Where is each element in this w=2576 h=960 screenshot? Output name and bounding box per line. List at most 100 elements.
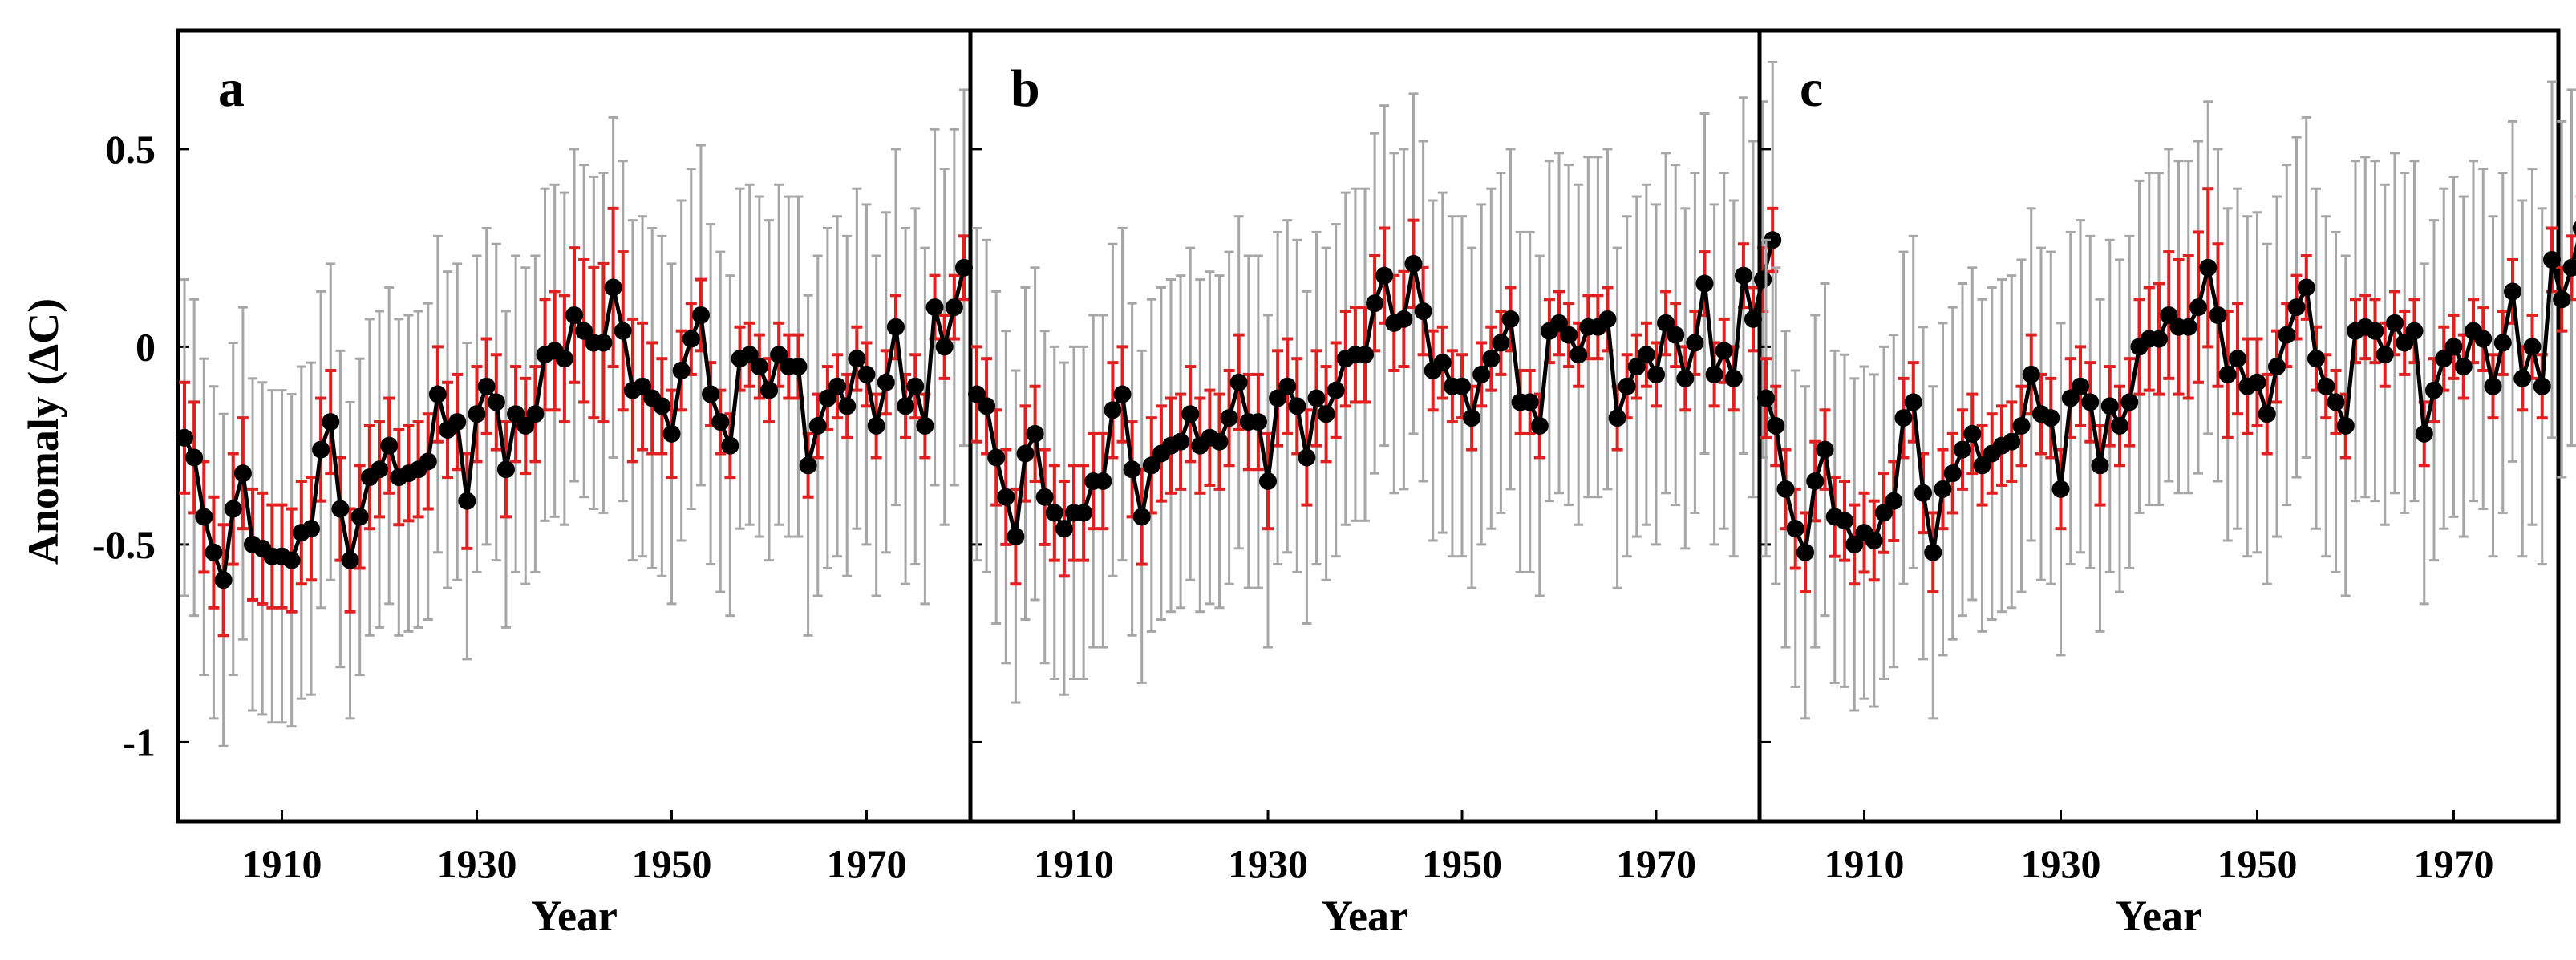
x-tick-label: 1970 [827, 841, 907, 886]
data-point [2081, 393, 2100, 411]
data-point [1395, 310, 1413, 328]
data-point [1676, 369, 1695, 387]
data-point [1764, 231, 1782, 249]
data-point [1904, 393, 1922, 411]
data-point [2287, 298, 2306, 317]
data-point [1836, 512, 1853, 530]
data-point [2100, 397, 2119, 415]
data-point [516, 417, 535, 435]
data-point [1776, 480, 1795, 498]
y-tick-label: 0.5 [106, 127, 156, 172]
data-point [1724, 369, 1743, 387]
data-point [2317, 377, 2335, 395]
data-point [507, 405, 525, 423]
data-point [2120, 393, 2139, 411]
data-point [1963, 424, 1982, 443]
data-point [2386, 314, 2404, 332]
data-point [1472, 365, 1491, 383]
data-point [371, 460, 388, 479]
x-tick-label: 1950 [2218, 841, 2298, 886]
data-point [1366, 294, 1384, 313]
panel-label: a [218, 59, 245, 118]
x-axis-title: Year [1322, 892, 1408, 940]
data-point [935, 338, 954, 356]
data-point [2484, 377, 2502, 395]
data-point [526, 405, 545, 423]
panel-a: 1910 1930 1950 1970 Year 0.5 0 -0.5 -1 a [92, 28, 973, 940]
data-point [2179, 318, 2197, 336]
y-tick-label: -1 [122, 719, 156, 764]
data-point [1618, 377, 1636, 395]
data-point [877, 373, 895, 391]
data-point [1786, 520, 1804, 538]
data-point [848, 350, 866, 368]
data-point [176, 428, 193, 447]
x-tick-label: 1970 [1616, 841, 1696, 886]
data-point [2562, 258, 2576, 277]
data-point [1075, 504, 1093, 522]
data-point [2258, 405, 2276, 423]
x-axis-title: Year [2116, 892, 2202, 940]
data-point [2091, 456, 2109, 475]
data-point [1667, 326, 1685, 344]
data-point [2533, 377, 2551, 395]
data-point [799, 456, 817, 475]
data-point [2474, 330, 2493, 348]
data-point [2042, 409, 2060, 427]
data-point [740, 346, 759, 364]
data-point [1404, 254, 1423, 273]
panel-frame [1757, 28, 2561, 824]
data-point [662, 424, 681, 443]
data-point [2199, 258, 2218, 277]
data-point [555, 350, 573, 368]
data-point [350, 508, 369, 526]
data-point [2425, 381, 2443, 399]
data-point [1249, 413, 1267, 431]
data-point [302, 520, 320, 538]
data-point [1132, 508, 1151, 526]
data-point [682, 330, 700, 348]
data-point [2504, 282, 2521, 301]
data-point [1307, 389, 1326, 407]
x-tick-label: 1950 [632, 841, 712, 886]
data-point [760, 381, 778, 399]
data-point [2523, 338, 2542, 356]
data-point [978, 397, 996, 415]
data-point [1569, 346, 1588, 364]
data-point [1521, 393, 1539, 411]
data-point [1269, 389, 1287, 407]
data-point [496, 460, 515, 479]
data-point [1530, 417, 1549, 435]
data-point [2415, 424, 2433, 443]
data-point [1924, 543, 1942, 561]
data-point [789, 358, 808, 376]
y-axis-title: Anomaly (ΔC) [19, 298, 67, 565]
data-point [750, 358, 768, 376]
data-point [1375, 266, 1394, 285]
data-point [2051, 480, 2070, 498]
data-point [1767, 417, 1785, 435]
data-point [614, 322, 632, 340]
data-point [1259, 472, 1277, 491]
data-point [1007, 528, 1025, 546]
data-point [987, 448, 1006, 467]
data-point [448, 413, 467, 431]
data-point [1816, 440, 1834, 459]
data-point [1026, 424, 1044, 443]
data-point [2435, 350, 2453, 368]
data-point [1608, 409, 1626, 427]
data-point [1550, 314, 1568, 332]
data-point [2160, 306, 2178, 324]
data-point [1845, 535, 1864, 553]
data-point [2012, 417, 2031, 435]
data-point [1943, 464, 1962, 483]
data-point [1865, 531, 1883, 549]
panel-label: b [1011, 59, 1040, 118]
data-point [672, 361, 691, 379]
data-point [1463, 409, 1481, 427]
data-point [2003, 432, 2021, 451]
data-point [886, 318, 905, 336]
x-tick-label: 1910 [1034, 841, 1114, 886]
